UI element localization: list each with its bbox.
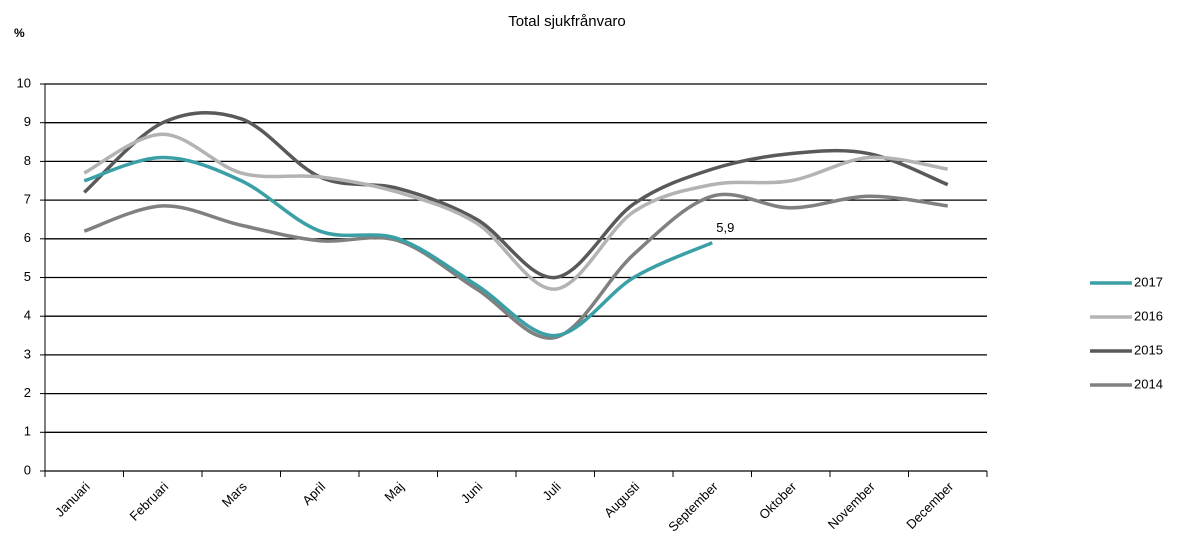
x-tick-label: December: [903, 478, 956, 531]
data-label: 5,9: [716, 220, 734, 235]
x-tick-label: April: [299, 479, 328, 508]
x-tick-label: September: [665, 478, 721, 534]
x-tick-label: Maj: [381, 479, 406, 504]
y-tick-label: 9: [24, 114, 31, 129]
y-tick-label: 8: [24, 153, 31, 168]
chart-title: Total sjukfrånvaro: [508, 13, 626, 30]
y-tick-label: 4: [24, 308, 31, 323]
y-axis-label: %: [14, 26, 25, 40]
x-tick-label: Oktober: [756, 478, 800, 522]
legend-label: 2017: [1134, 274, 1163, 289]
legend-label: 2014: [1134, 376, 1163, 391]
series-line: [83, 111, 949, 280]
y-tick-label: 1: [24, 424, 31, 439]
y-tick-label: 7: [24, 192, 31, 207]
legend-label: 2015: [1134, 342, 1163, 357]
series-line: [83, 192, 948, 340]
y-tick-label: 6: [24, 230, 31, 245]
y-tick-label: 5: [24, 269, 31, 284]
x-tick-label: Juli: [539, 479, 563, 503]
x-tick-label: Mars: [219, 479, 250, 510]
series-line: [83, 155, 713, 338]
y-tick-label: 3: [24, 346, 31, 361]
legend-label: 2016: [1134, 308, 1163, 323]
x-tick-label: Juni: [458, 479, 486, 507]
y-tick-label: 2: [24, 385, 31, 400]
x-tick-label: Augusti: [601, 479, 642, 520]
x-tick-label: Januari: [52, 479, 93, 520]
x-tick-label: November: [825, 478, 878, 531]
y-tick-label: 0: [24, 462, 31, 477]
y-tick-label: 10: [17, 75, 31, 90]
x-tick-label: Februari: [126, 479, 171, 524]
series-line: [83, 132, 949, 291]
